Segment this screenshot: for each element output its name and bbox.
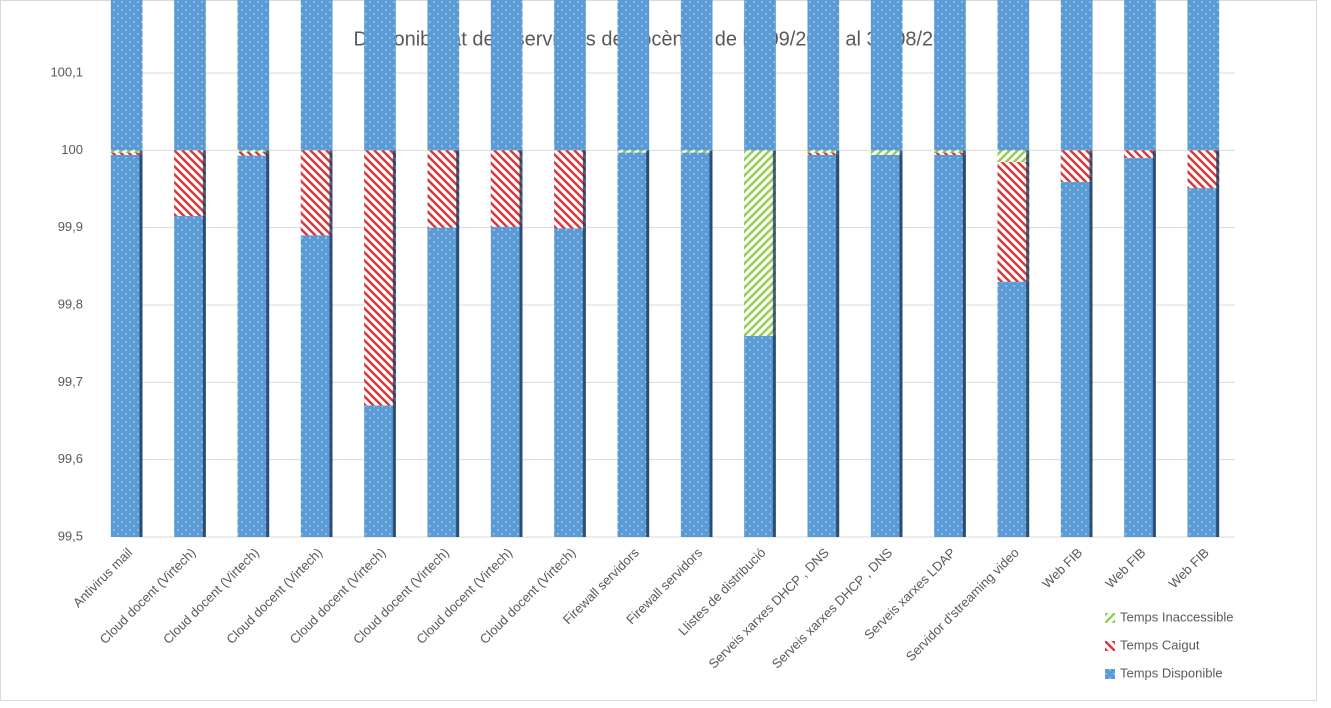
bar-side — [646, 150, 650, 538]
bar-segment — [997, 161, 1030, 282]
legend-swatch — [1105, 641, 1115, 651]
legend-swatch — [1105, 669, 1115, 679]
bar-segment — [870, 0, 903, 537]
bar-segment — [110, 0, 143, 537]
bar-segment — [1187, 0, 1220, 537]
chart-frame — [0, 0, 1317, 701]
bar-segment — [174, 150, 206, 217]
bar-side — [519, 150, 523, 538]
bar-side — [1026, 150, 1030, 538]
bar-segment — [997, 150, 1030, 162]
bar-segment — [617, 150, 650, 153]
bar-side — [899, 150, 903, 538]
y-tick-label: 99,7 — [58, 374, 83, 389]
bar-segment — [680, 150, 713, 153]
bar-segment — [1187, 150, 1220, 189]
bar-segment — [617, 0, 650, 537]
bar-side — [836, 150, 840, 538]
bar-segment — [427, 150, 460, 228]
y-tick-label: 100 — [61, 142, 83, 157]
bar-segment — [744, 150, 776, 336]
bar-segment — [237, 150, 270, 152]
bar-segment — [680, 0, 713, 537]
y-tick-label: 99,8 — [58, 296, 83, 311]
bar-segment — [807, 152, 840, 155]
legend-label: Temps Inaccessible — [1120, 609, 1233, 624]
y-tick-label: 100,1 — [50, 64, 83, 79]
legend-swatch — [1105, 613, 1115, 623]
y-tick-label: 99,9 — [58, 219, 83, 234]
bar-segment — [237, 151, 270, 156]
bar-segment — [300, 150, 333, 236]
bar-segment — [1060, 0, 1093, 537]
bar-segment — [1124, 150, 1156, 159]
bar-side — [1216, 150, 1220, 538]
bar-segment — [934, 0, 966, 537]
bar-segment — [934, 152, 966, 155]
bar-side — [962, 150, 966, 538]
bar-segment — [110, 152, 143, 155]
bar-segment — [490, 0, 523, 537]
bar-segment — [1124, 0, 1156, 537]
bar-segment — [110, 150, 143, 153]
bar-segment — [807, 0, 840, 537]
bar-segment — [934, 150, 966, 153]
legend-label: Temps Disponible — [1120, 665, 1223, 680]
bar-side — [266, 150, 270, 538]
bar-side — [139, 150, 143, 538]
bar-segment — [237, 0, 270, 537]
bar-segment — [364, 150, 396, 406]
bar-side — [202, 150, 206, 538]
bar-segment — [870, 150, 903, 155]
bar-segment — [1060, 150, 1093, 183]
bar-segment — [300, 0, 333, 537]
bar-side — [456, 150, 460, 538]
y-tick-label: 99,5 — [58, 528, 83, 543]
bar-segment — [174, 0, 206, 537]
bar-side — [772, 150, 776, 538]
bar-side — [392, 150, 396, 538]
bar-segment — [554, 150, 586, 229]
bar-side — [1089, 150, 1093, 538]
bar-segment — [554, 0, 586, 537]
bar-side — [709, 150, 713, 538]
bar-segment — [807, 150, 840, 153]
bar-side — [582, 150, 586, 538]
y-tick-label: 99,6 — [58, 451, 83, 466]
bar-segment — [490, 150, 523, 227]
bar-segment — [427, 0, 460, 537]
bar-side — [1152, 150, 1156, 538]
legend-label: Temps Caigut — [1120, 637, 1200, 652]
bar-side — [329, 150, 333, 538]
